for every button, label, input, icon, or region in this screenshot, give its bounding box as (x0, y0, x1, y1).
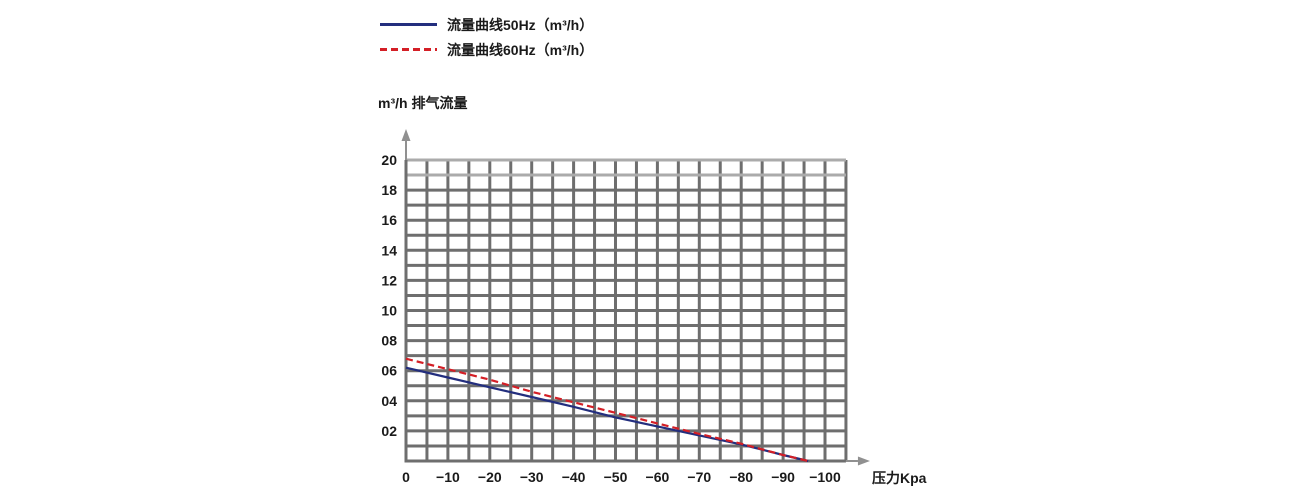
legend-line-60hz-sample (380, 48, 437, 51)
legend-item-60hz: 流量曲线60Hz（m³/h） (380, 37, 593, 62)
axes (401, 129, 870, 466)
x-tick-label: −30 (520, 469, 544, 485)
grid (404, 158, 848, 461)
y-tick-label: 06 (381, 363, 397, 379)
x-tick-label: −20 (478, 469, 502, 485)
x-axis-title: 压力Kpa (872, 470, 927, 486)
y-tick-label: 12 (381, 272, 397, 288)
x-tick-label: −60 (646, 469, 670, 485)
legend: 流量曲线50Hz（m³/h） 流量曲线60Hz（m³/h） (380, 12, 593, 62)
y-tick-label: 10 (381, 303, 397, 319)
y-tick-label: 20 (381, 152, 397, 168)
x-tick-label: −10 (436, 469, 460, 485)
y-axis-title: m³/h 排气流量 (378, 95, 468, 111)
series-line-60hz (405, 357, 809, 463)
x-tick-labels: 0 −10 −20 −30 −40 −50 −60 −70 −80 −90 −100 (402, 469, 841, 485)
y-tick-label: 04 (381, 393, 397, 409)
y-tick-label: 14 (381, 242, 397, 258)
x-tick-label: −40 (562, 469, 586, 485)
legend-line-50hz-sample (380, 23, 437, 26)
x-tick-label: −90 (771, 469, 795, 485)
y-tick-label: 08 (381, 333, 397, 349)
x-tick-label: −50 (604, 469, 628, 485)
x-tick-label: 0 (402, 469, 410, 485)
legend-label-50hz: 流量曲线50Hz（m³/h） (447, 16, 594, 33)
x-tick-label: −70 (687, 469, 711, 485)
x-axis-arrow-icon (857, 456, 870, 466)
y-tick-labels: 02 04 06 08 10 12 14 16 18 20 (381, 152, 397, 439)
series-line-50hz (405, 366, 809, 463)
x-tick-label: −80 (729, 469, 753, 485)
x-tick-label: −100 (809, 469, 841, 485)
legend-item-50hz: 流量曲线50Hz（m³/h） (380, 12, 593, 37)
legend-label-60hz: 流量曲线60Hz（m³/h） (447, 41, 594, 58)
y-tick-label: 16 (381, 212, 397, 228)
y-axis-arrow-icon (401, 129, 411, 141)
y-tick-label: 18 (381, 182, 397, 198)
y-tick-label: 02 (381, 423, 397, 439)
